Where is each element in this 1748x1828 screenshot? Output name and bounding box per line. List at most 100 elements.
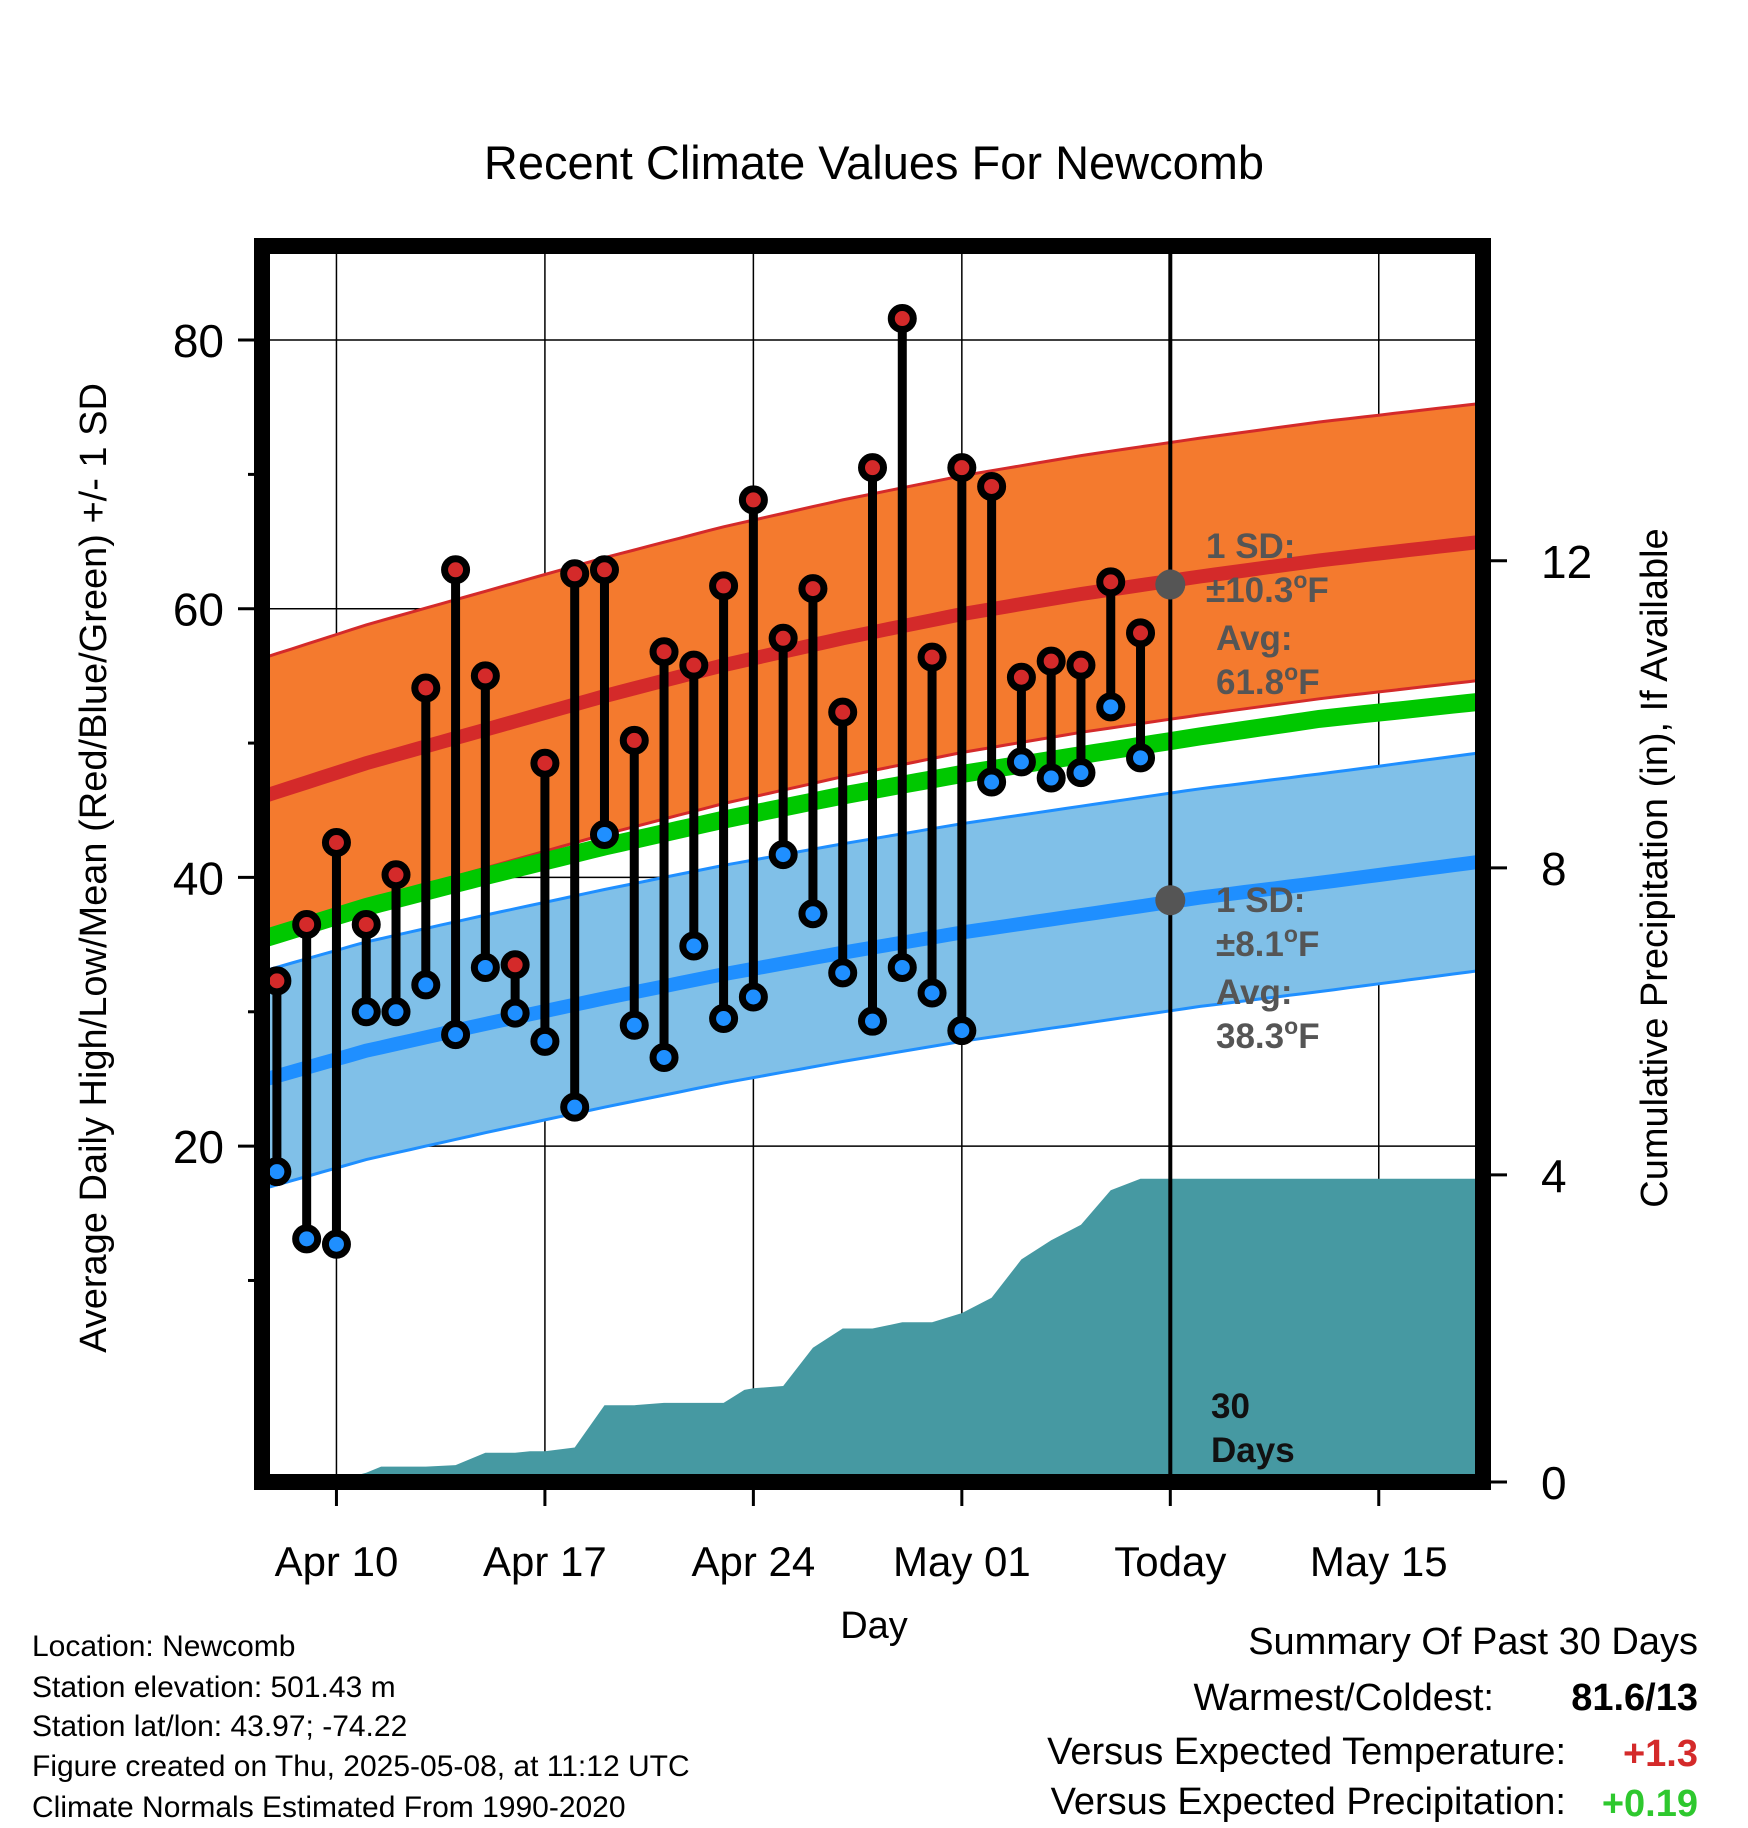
days-word: Days bbox=[1211, 1431, 1295, 1470]
high-point bbox=[441, 555, 471, 585]
low-point bbox=[649, 1042, 679, 1072]
x-tick-label: Apr 24 bbox=[692, 1538, 816, 1585]
avg-dots bbox=[1155, 569, 1186, 916]
low-point bbox=[1006, 747, 1036, 777]
high-point bbox=[1006, 662, 1036, 692]
high-avg-number: 61.8 bbox=[1216, 663, 1284, 702]
low-point bbox=[351, 997, 381, 1027]
x-tick-label: May 15 bbox=[1310, 1538, 1448, 1585]
high-point bbox=[560, 559, 590, 589]
low-avg-value: 38.3oF bbox=[1216, 1013, 1320, 1056]
precip-value: +0.19 bbox=[1602, 1783, 1698, 1825]
y2-tick-label: 12 bbox=[1541, 536, 1592, 588]
low-avg-deg: o bbox=[1284, 1013, 1298, 1039]
high-avg-unit: F bbox=[1298, 663, 1319, 702]
y-tick-label: 40 bbox=[173, 852, 224, 904]
low-point bbox=[738, 982, 768, 1012]
high-point bbox=[709, 571, 739, 601]
low-point bbox=[828, 958, 858, 988]
low-point bbox=[292, 1224, 322, 1254]
low-point bbox=[798, 899, 828, 929]
warm-cold-label: Warmest/Coldest: bbox=[1193, 1677, 1494, 1719]
high-avg-label: Avg: bbox=[1216, 619, 1292, 658]
high-point bbox=[887, 304, 917, 334]
high-point bbox=[381, 860, 411, 890]
high-point bbox=[470, 661, 500, 691]
precipitation-area bbox=[324, 1178, 1483, 1482]
low-avg-label: Avg: bbox=[1216, 973, 1292, 1012]
high-point bbox=[768, 623, 798, 653]
x-axis: Apr 10 Apr 17 Apr 24 May 01 Today May 15 bbox=[275, 1482, 1448, 1585]
low-point bbox=[500, 998, 530, 1028]
temp-value: +1.3 bbox=[1623, 1733, 1698, 1775]
low-point bbox=[619, 1010, 649, 1040]
high-point bbox=[292, 909, 322, 939]
high-sd-deg: o bbox=[1293, 567, 1307, 593]
high-point bbox=[828, 697, 858, 727]
station-latlon: Station lat/lon: 43.97; -74.22 bbox=[32, 1710, 407, 1743]
high-avg-dot bbox=[1155, 569, 1186, 600]
low-point bbox=[1066, 758, 1096, 788]
temp-label: Versus Expected Temperature: bbox=[1047, 1731, 1566, 1773]
high-avg-deg: o bbox=[1284, 659, 1298, 685]
plot-frame bbox=[254, 238, 1491, 1490]
warm-cold-value: 81.6/13 bbox=[1571, 1677, 1698, 1719]
low-point bbox=[977, 767, 1007, 797]
high-point bbox=[1036, 646, 1066, 676]
y2-axis-title: Cumulative Precipitation (in), If Availa… bbox=[1634, 528, 1676, 1207]
y-tick-label: 80 bbox=[173, 315, 224, 367]
low-sd-lower-line bbox=[262, 968, 1483, 1191]
high-point bbox=[917, 642, 947, 672]
y-axis-left: 20 40 60 80 bbox=[173, 315, 262, 1282]
high-point bbox=[649, 637, 679, 667]
high-point bbox=[679, 650, 709, 680]
precip-label: Versus Expected Precipitation: bbox=[1051, 1781, 1566, 1823]
y2-tick-label: 0 bbox=[1541, 1457, 1567, 1509]
high-point bbox=[411, 673, 441, 703]
high-point bbox=[798, 574, 828, 604]
chart-title: Recent Climate Values For Newcomb bbox=[484, 136, 1264, 189]
high-point bbox=[858, 453, 887, 483]
summary: Summary Of Past 30 Days Warmest/Coldest:… bbox=[1047, 1621, 1698, 1825]
days-count: 30 bbox=[1211, 1387, 1250, 1426]
station-info: Location: Newcomb Station elevation: 501… bbox=[32, 1630, 690, 1824]
high-point bbox=[738, 485, 768, 515]
low-sd-value: ±8.1oF bbox=[1216, 921, 1319, 964]
low-annotation: 1 SD: ±8.1oF Avg: 38.3oF bbox=[1216, 881, 1320, 1056]
high-sd-unit: F bbox=[1307, 571, 1328, 610]
low-point bbox=[530, 1026, 560, 1056]
high-point bbox=[977, 471, 1007, 501]
x-tick-label: Apr 17 bbox=[483, 1538, 607, 1585]
low-point bbox=[887, 952, 917, 982]
high-point bbox=[1066, 650, 1096, 680]
x-tick-label: May 01 bbox=[893, 1538, 1031, 1585]
low-avg-unit: F bbox=[1298, 1017, 1319, 1056]
low-point bbox=[917, 978, 947, 1008]
x-tick-label: Apr 10 bbox=[275, 1538, 399, 1585]
low-point bbox=[1036, 763, 1066, 793]
summary-title: Summary Of Past 30 Days bbox=[1248, 1621, 1698, 1663]
high-point bbox=[1096, 567, 1126, 597]
y2-tick-label: 8 bbox=[1541, 843, 1567, 895]
precipitation-layer bbox=[324, 1178, 1483, 1482]
low-avg-number: 38.3 bbox=[1216, 1017, 1284, 1056]
low-point bbox=[1126, 743, 1156, 773]
figure-created: Figure created on Thu, 2025-05-08, at 11… bbox=[32, 1750, 690, 1783]
low-sd-deg: o bbox=[1284, 921, 1298, 947]
low-point bbox=[947, 1016, 977, 1046]
daily-points bbox=[262, 304, 1156, 1259]
high-point bbox=[1126, 618, 1156, 648]
low-sd-unit: F bbox=[1298, 925, 1319, 964]
climate-normals: Climate Normals Estimated From 1990-2020 bbox=[32, 1791, 626, 1824]
low-avg-dot bbox=[1155, 885, 1186, 916]
high-point bbox=[947, 453, 977, 483]
high-sd-value: ±10.3oF bbox=[1206, 567, 1329, 610]
y2-tick-label: 4 bbox=[1541, 1150, 1567, 1202]
daily-stems bbox=[272, 318, 1146, 1245]
high-point bbox=[619, 725, 649, 755]
high-annotation: 1 SD: ±10.3oF Avg: 61.8oF bbox=[1206, 527, 1329, 702]
high-sd-label: 1 SD: bbox=[1206, 527, 1295, 566]
low-point bbox=[1096, 692, 1126, 722]
low-point bbox=[858, 1006, 887, 1036]
